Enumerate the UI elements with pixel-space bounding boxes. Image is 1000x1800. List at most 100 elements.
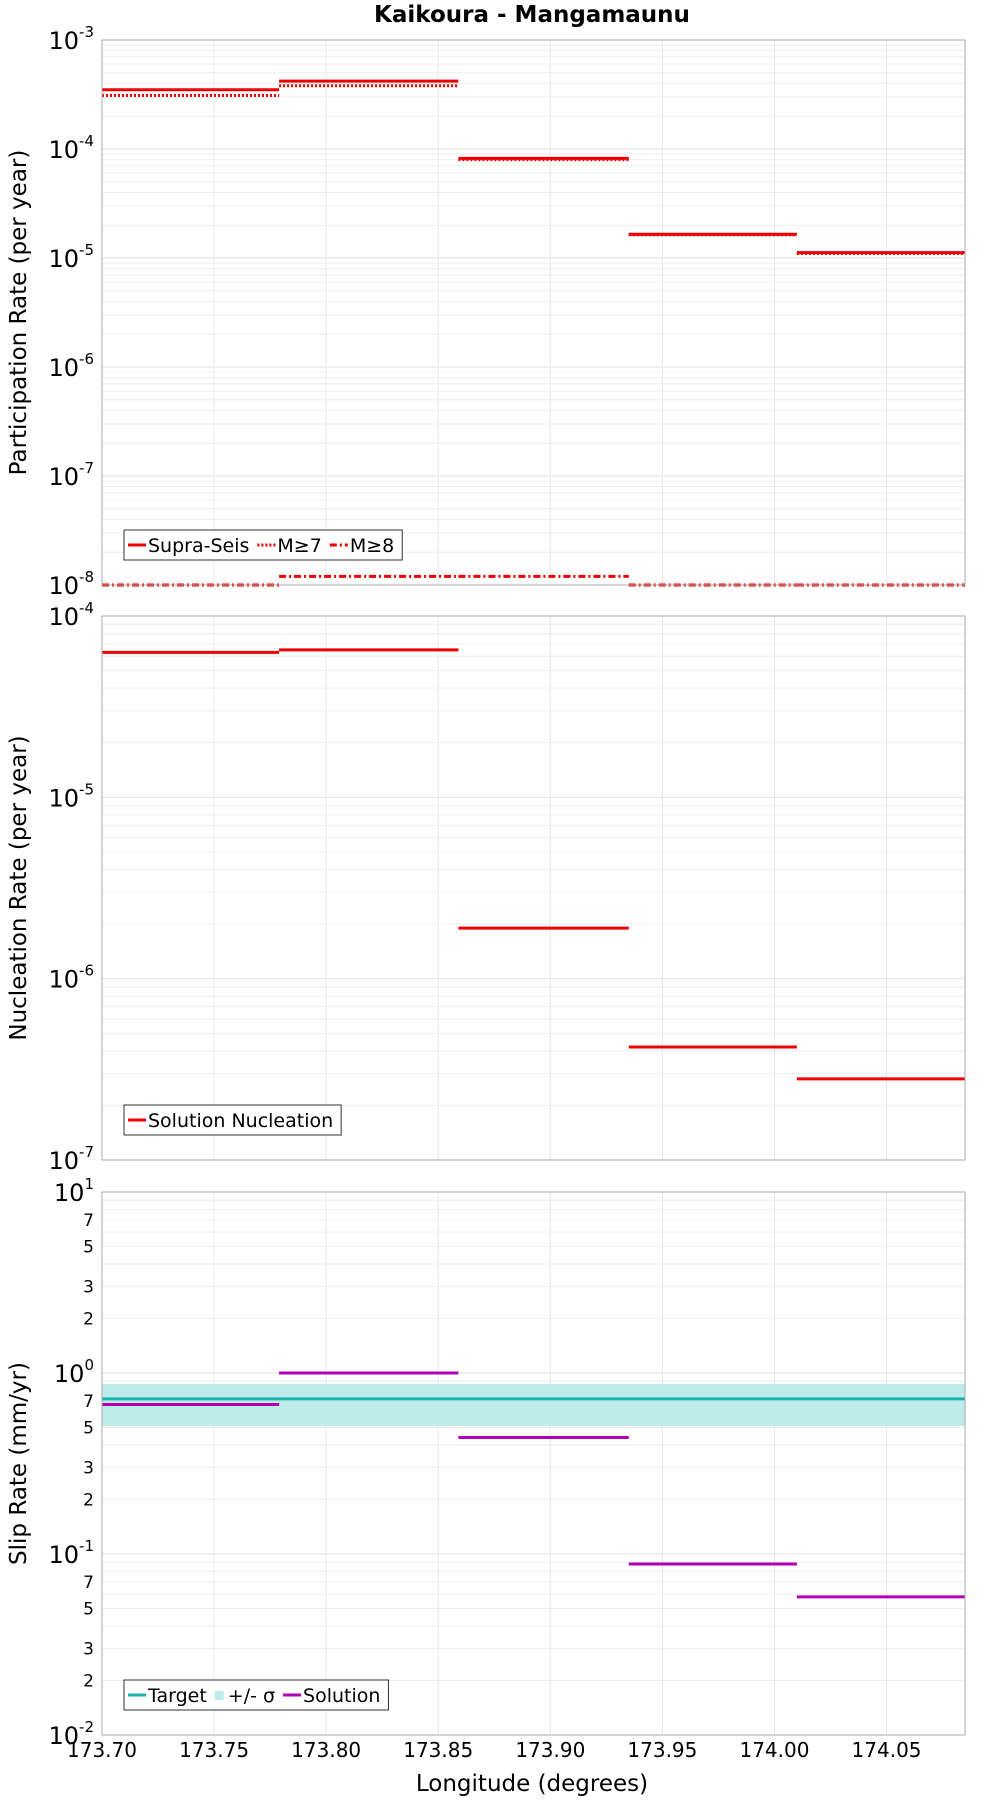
y-tick-label: 10-4 [48,599,94,631]
y-tick-base: 10 [48,27,79,55]
legend-item: +/- σ [214,1685,275,1707]
y-minor-tick-label: 3 [83,1459,94,1479]
plot-area [102,616,965,1160]
x-tick-label: 174.00 [739,1738,809,1762]
y-tick-base: 10 [48,463,79,491]
legend-swatch [214,1691,224,1700]
y-minor-tick-label: 2 [83,1491,94,1511]
y-tick-label: 10-2 [48,1718,94,1750]
plot-frame [101,39,966,586]
y-tick-exponent: -7 [79,1143,94,1161]
y-minor-tick-label: 2 [83,1672,94,1692]
legend-label: Target [147,1685,207,1707]
legend: Target +/- σ Solution [123,1679,389,1711]
x-tick-label: 173.90 [515,1738,585,1762]
series-m-7 [102,84,965,255]
y-minor-tick-label: 7 [83,1573,94,1593]
y-tick-exponent: -3 [79,23,94,41]
y-minor-tick-label: 5 [83,1418,94,1438]
y-tick-exponent: 1 [84,1175,94,1193]
y-minor-tick-label: 2 [83,1310,94,1330]
y-tick-label: 10-4 [48,132,94,164]
y-axis-label: Slip Rate (mm/yr) [6,1362,32,1565]
plot-frame [101,615,966,1161]
legend-item: Supra-Seis [128,535,249,557]
y-tick-label: 100 [54,1356,94,1388]
legend-item: Solution Nucleation [128,1110,333,1132]
y-tick-label: 10-8 [48,568,94,600]
y-tick-base: 10 [48,1147,79,1175]
plot-frame [101,1191,966,1736]
legend: Supra-Seis M≥7 M≥8 [123,529,403,561]
y-tick-label: 10-6 [48,962,94,994]
x-tick-label: 174.05 [852,1738,922,1762]
series-solution-nucleation [102,648,965,1081]
legend-label: Solution [303,1685,380,1707]
y-tick-base: 10 [48,966,79,994]
y-tick-base: 10 [48,1541,79,1569]
y-tick-exponent: -6 [79,350,94,368]
y-tick-label: 10-1 [48,1537,94,1569]
y-tick-base: 10 [48,245,79,273]
x-tick-label: 173.70 [67,1738,137,1762]
y-tick-base: 10 [54,1360,85,1388]
y-minor-tick-label: 3 [83,1640,94,1660]
x-axis-label: Longitude (degrees) [416,1771,648,1797]
plot-area [102,40,965,585]
y-tick-exponent: -7 [79,459,94,477]
legend-label: M≥7 [277,535,321,557]
y-tick-exponent: -1 [79,1537,94,1555]
y-tick-exponent: 0 [84,1356,94,1374]
y-minor-tick-label: 5 [83,1599,94,1619]
y-tick-base: 10 [48,784,79,812]
legend-frame [123,1679,389,1711]
y-tick-label: 10-7 [48,459,94,491]
y-minor-tick-label: 7 [83,1392,94,1412]
y-tick-label: 101 [54,1175,94,1207]
legend-item: Solution [283,1685,380,1707]
y-tick-label: 10-7 [48,1143,94,1175]
legend-frame [123,1104,342,1136]
y-tick-base: 10 [48,136,79,164]
plot-area [102,1192,965,1735]
y-tick-base: 10 [48,603,79,631]
legend-item: M≥7 [257,535,322,557]
y-tick-exponent: -5 [79,241,94,259]
legend-label: M≥8 [350,535,394,557]
legend-label: +/- σ [228,1685,275,1707]
y-tick-exponent: -4 [79,132,94,150]
legend: Solution Nucleation [123,1104,342,1136]
series-solution [102,1371,965,1599]
y-tick-base: 10 [54,1179,85,1207]
x-tick-label: 173.85 [403,1738,473,1762]
y-axis-label: Nucleation Rate (per year) [6,735,32,1040]
x-tick-label: 173.95 [627,1738,697,1762]
y-tick-exponent: -8 [79,568,94,586]
y-tick-base: 10 [48,572,79,600]
y-minor-tick-label: 5 [83,1237,94,1257]
y-minor-tick-label: 7 [83,1211,94,1231]
y-tick-exponent: -5 [79,780,94,798]
y-minor-tick-label: 3 [83,1278,94,1298]
x-tick-label: 173.80 [291,1738,361,1762]
chart-title: Kaikoura - Mangamaunu [374,2,690,28]
y-tick-base: 10 [48,354,79,382]
y-axis-label: Participation Rate (per year) [6,150,32,476]
y-tick-exponent: -6 [79,962,94,980]
x-tick-label: 173.75 [179,1738,249,1762]
y-tick-base: 10 [48,1722,79,1750]
y-tick-label: 10-5 [48,780,94,812]
legend-label: Supra-Seis [148,535,249,557]
legend-label: Solution Nucleation [148,1110,333,1132]
y-tick-label: 10-5 [48,241,94,273]
legend-item: M≥8 [329,535,394,557]
y-tick-exponent: -2 [79,1718,94,1736]
y-tick-exponent: -4 [79,599,94,617]
y-tick-label: 10-3 [48,23,94,55]
legend-item: Target [128,1685,207,1707]
y-tick-label: 10-6 [48,350,94,382]
